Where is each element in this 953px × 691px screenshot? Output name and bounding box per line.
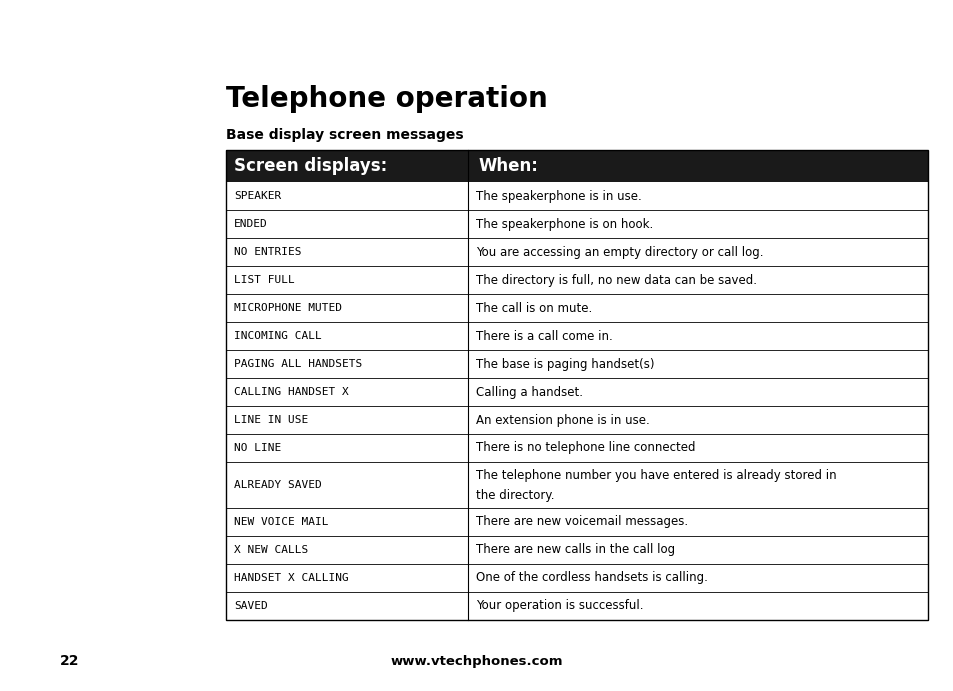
- Text: The directory is full, no new data can be saved.: The directory is full, no new data can b…: [476, 274, 757, 287]
- Text: the directory.: the directory.: [476, 489, 554, 502]
- Text: There is no telephone line connected: There is no telephone line connected: [476, 442, 695, 455]
- Text: SAVED: SAVED: [233, 601, 268, 611]
- Text: Your operation is successful.: Your operation is successful.: [476, 600, 643, 612]
- Text: NO ENTRIES: NO ENTRIES: [233, 247, 301, 257]
- Text: www.vtechphones.com: www.vtechphones.com: [391, 654, 562, 668]
- Text: ENDED: ENDED: [233, 219, 268, 229]
- Text: CALLING HANDSET X: CALLING HANDSET X: [233, 387, 349, 397]
- Text: The call is on mute.: The call is on mute.: [476, 301, 592, 314]
- Text: ALREADY SAVED: ALREADY SAVED: [233, 480, 321, 490]
- Text: The base is paging handset(s): The base is paging handset(s): [476, 357, 654, 370]
- Text: NO LINE: NO LINE: [233, 443, 281, 453]
- Text: You are accessing an empty directory or call log.: You are accessing an empty directory or …: [476, 245, 763, 258]
- Text: X NEW CALLS: X NEW CALLS: [233, 545, 308, 555]
- Text: SPEAKER: SPEAKER: [233, 191, 281, 201]
- Text: HANDSET X CALLING: HANDSET X CALLING: [233, 573, 349, 583]
- Text: INCOMING CALL: INCOMING CALL: [233, 331, 321, 341]
- Text: 22: 22: [60, 654, 79, 668]
- Text: There are new calls in the call log: There are new calls in the call log: [476, 544, 675, 556]
- Text: There are new voicemail messages.: There are new voicemail messages.: [476, 515, 688, 529]
- Text: The speakerphone is in use.: The speakerphone is in use.: [476, 189, 641, 202]
- Text: An extension phone is in use.: An extension phone is in use.: [476, 413, 649, 426]
- Bar: [226, 150, 927, 620]
- Text: MICROPHONE MUTED: MICROPHONE MUTED: [233, 303, 341, 313]
- Text: Telephone operation: Telephone operation: [226, 85, 547, 113]
- Text: Screen displays:: Screen displays:: [233, 157, 387, 175]
- Text: LINE IN USE: LINE IN USE: [233, 415, 308, 425]
- Text: There is a call come in.: There is a call come in.: [476, 330, 612, 343]
- Text: The speakerphone is on hook.: The speakerphone is on hook.: [476, 218, 653, 231]
- Bar: [226, 150, 927, 182]
- Text: Calling a handset.: Calling a handset.: [476, 386, 582, 399]
- Text: When:: When:: [477, 157, 537, 175]
- Text: LIST FULL: LIST FULL: [233, 275, 294, 285]
- Text: Base display screen messages: Base display screen messages: [226, 128, 463, 142]
- Text: One of the cordless handsets is calling.: One of the cordless handsets is calling.: [476, 571, 707, 585]
- Text: The telephone number you have entered is already stored in: The telephone number you have entered is…: [476, 469, 836, 482]
- Text: PAGING ALL HANDSETS: PAGING ALL HANDSETS: [233, 359, 362, 369]
- Text: NEW VOICE MAIL: NEW VOICE MAIL: [233, 517, 328, 527]
